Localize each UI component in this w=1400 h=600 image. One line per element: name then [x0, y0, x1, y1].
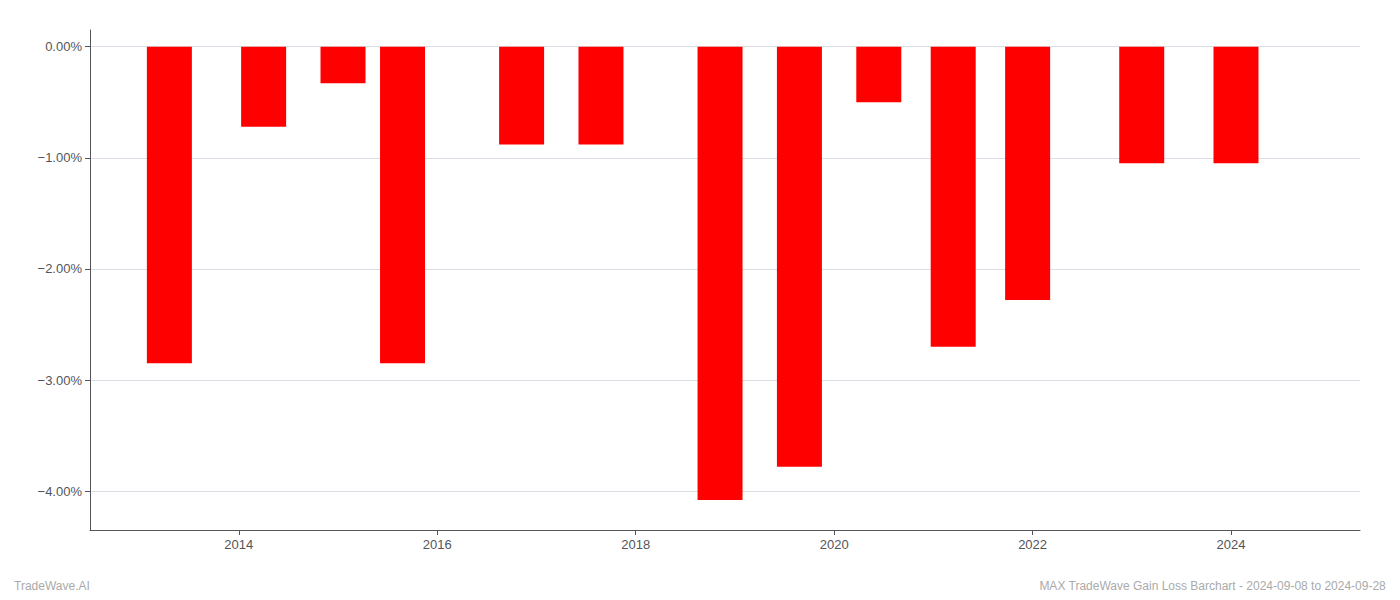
svg-text:0.00%: 0.00%	[45, 39, 82, 54]
svg-text:2016: 2016	[423, 537, 452, 552]
svg-text:−1.00%: −1.00%	[38, 150, 83, 165]
svg-text:−3.00%: −3.00%	[38, 373, 83, 388]
svg-text:TradeWave.AI: TradeWave.AI	[14, 579, 90, 593]
svg-text:2024: 2024	[1217, 537, 1246, 552]
svg-text:2018: 2018	[621, 537, 650, 552]
svg-text:−4.00%: −4.00%	[38, 484, 83, 499]
svg-text:2014: 2014	[224, 537, 253, 552]
svg-text:2020: 2020	[820, 537, 849, 552]
svg-text:−2.00%: −2.00%	[38, 261, 83, 276]
svg-text:2022: 2022	[1018, 537, 1047, 552]
svg-text:MAX TradeWave Gain Loss Barcha: MAX TradeWave Gain Loss Barchart - 2024-…	[1039, 579, 1386, 593]
